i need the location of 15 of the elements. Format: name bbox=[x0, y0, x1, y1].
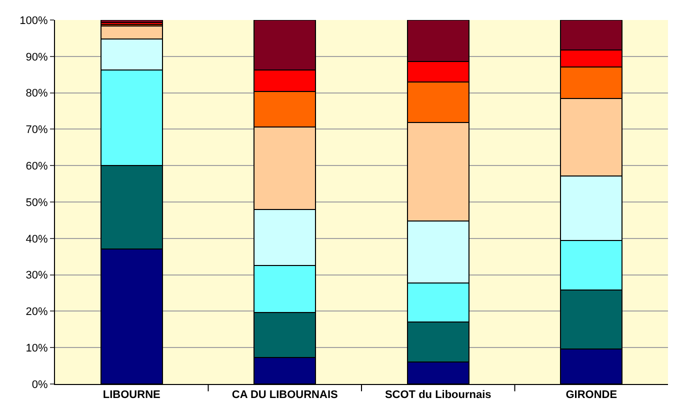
y-tick-label: 40% bbox=[26, 233, 48, 246]
y-tick-label: 70% bbox=[26, 124, 48, 136]
x-tick-label: LIBOURNE bbox=[102, 389, 160, 402]
y-tick-label: 80% bbox=[26, 88, 48, 100]
y-tick-label: 100% bbox=[20, 14, 48, 27]
x-tick-label: SCOT du Libournais bbox=[384, 389, 492, 402]
y-tick-label: 20% bbox=[26, 306, 48, 318]
x-tick-label: GIRONDE bbox=[566, 389, 618, 402]
y-tick-label: 50% bbox=[26, 196, 48, 209]
x-tick-label: CA DU LIBOURNAIS bbox=[232, 389, 338, 402]
y-tick-label: 90% bbox=[26, 51, 48, 64]
y-tick-label: 10% bbox=[26, 342, 48, 354]
y-tick-label: 60% bbox=[26, 160, 48, 172]
y-tick-label: 0% bbox=[32, 378, 48, 391]
y-tick-label: 30% bbox=[26, 270, 48, 282]
